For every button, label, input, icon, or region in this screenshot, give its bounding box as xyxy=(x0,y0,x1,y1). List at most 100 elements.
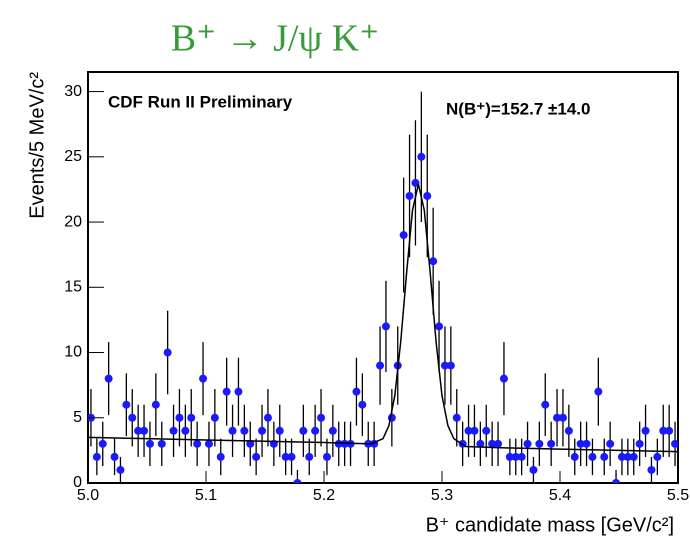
data-point xyxy=(470,426,479,435)
data-point xyxy=(558,413,567,422)
data-point xyxy=(222,387,231,396)
data-point xyxy=(334,439,343,448)
x-tick-label: 5.2 xyxy=(313,487,335,504)
data-point xyxy=(376,361,385,370)
data-point xyxy=(216,452,225,461)
data-point xyxy=(128,413,137,422)
data-point xyxy=(594,387,603,396)
data-point xyxy=(116,465,125,474)
data-point xyxy=(199,374,208,383)
x-tick-label: 5.1 xyxy=(195,487,217,504)
fit-curve xyxy=(88,184,678,453)
data-point xyxy=(169,426,178,435)
data-point xyxy=(612,479,621,483)
x-axis-label: B⁺ candidate mass [GeV/c²] xyxy=(426,514,674,536)
data-point xyxy=(358,400,367,409)
data-point xyxy=(629,452,638,461)
data-point xyxy=(187,413,196,422)
data-point xyxy=(547,439,556,448)
data-point xyxy=(494,439,503,448)
data-point xyxy=(541,400,550,409)
data-point xyxy=(446,361,455,370)
data-point xyxy=(134,426,143,435)
data-point xyxy=(523,439,532,448)
y-tick-label: 5 xyxy=(73,409,82,426)
data-point xyxy=(623,452,632,461)
data-point xyxy=(163,348,172,357)
data-point xyxy=(464,426,473,435)
data-point xyxy=(175,413,184,422)
data-point xyxy=(157,439,166,448)
y-axis-label: Events/5 MeV/c² xyxy=(26,72,48,219)
data-point xyxy=(92,452,101,461)
y-tick-label: 20 xyxy=(64,213,82,230)
data-point xyxy=(140,426,149,435)
x-tick-label: 5.3 xyxy=(431,487,453,504)
data-point xyxy=(641,426,650,435)
data-point xyxy=(659,426,668,435)
plot-area xyxy=(88,91,678,483)
data-point xyxy=(145,439,154,448)
data-point xyxy=(429,257,438,266)
data-point xyxy=(246,439,255,448)
data-point xyxy=(647,465,656,474)
annotation: CDF Run II Preliminary xyxy=(108,92,293,111)
data-point xyxy=(570,452,579,461)
data-point xyxy=(228,426,237,435)
data-point xyxy=(252,452,261,461)
data-point xyxy=(517,452,526,461)
data-point xyxy=(275,426,284,435)
data-point xyxy=(281,452,290,461)
data-point xyxy=(193,439,202,448)
y-tick-label: 0 xyxy=(73,474,82,491)
data-point xyxy=(181,426,190,435)
data-point xyxy=(151,400,160,409)
y-tick-label: 25 xyxy=(64,148,82,165)
y-tick-label: 10 xyxy=(64,344,82,361)
data-point xyxy=(381,322,390,331)
data-point xyxy=(122,400,131,409)
data-point xyxy=(582,439,591,448)
data-point xyxy=(452,413,461,422)
data-point xyxy=(535,439,544,448)
data-point xyxy=(240,426,249,435)
data-point xyxy=(317,413,326,422)
data-point xyxy=(588,452,597,461)
data-point xyxy=(482,426,491,435)
data-point xyxy=(299,426,308,435)
data-point xyxy=(435,322,444,331)
data-point xyxy=(293,479,302,483)
plot-frame xyxy=(87,71,679,484)
data-point xyxy=(311,426,320,435)
data-point xyxy=(505,452,514,461)
data-point xyxy=(576,439,585,448)
data-point xyxy=(258,426,267,435)
data-point xyxy=(411,178,420,187)
data-point xyxy=(305,452,314,461)
x-tick-label: 5.0 xyxy=(77,487,99,504)
x-tick-label: 5.4 xyxy=(549,487,571,504)
data-point xyxy=(322,452,331,461)
data-point xyxy=(488,439,497,448)
data-point xyxy=(352,387,361,396)
data-point xyxy=(234,387,243,396)
data-point xyxy=(387,413,396,422)
data-point xyxy=(617,452,626,461)
data-point xyxy=(328,426,337,435)
data-point xyxy=(600,452,609,461)
data-point xyxy=(665,426,674,435)
data-point xyxy=(204,439,213,448)
data-point xyxy=(606,439,615,448)
x-tick-label: 5.5 xyxy=(667,487,689,504)
data-point xyxy=(511,452,520,461)
data-point xyxy=(210,413,219,422)
data-point xyxy=(417,152,426,161)
data-point xyxy=(553,413,562,422)
data-point xyxy=(653,452,662,461)
data-point xyxy=(98,439,107,448)
data-point xyxy=(405,191,414,200)
data-point xyxy=(635,439,644,448)
data-point xyxy=(423,191,432,200)
chart-title: B⁺ → J/ψ K⁺ xyxy=(171,18,380,60)
